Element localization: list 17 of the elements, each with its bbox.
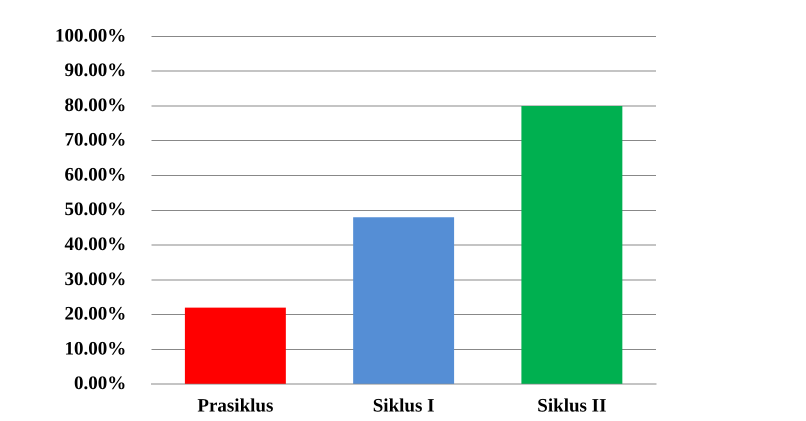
y-tick-label: 100.00% xyxy=(55,25,126,46)
x-tick-label: Siklus I xyxy=(372,396,435,417)
bar xyxy=(353,217,454,384)
y-tick-label: 70.00% xyxy=(64,130,126,151)
y-tick-label: 0.00% xyxy=(74,373,126,394)
bar xyxy=(184,308,286,384)
y-tick-label: 80.00% xyxy=(64,94,126,116)
y-tick-label: 50.00% xyxy=(64,199,126,220)
x-tick-label: Siklus II xyxy=(537,396,606,417)
y-tick-label: 30.00% xyxy=(64,268,126,290)
y-tick-label: 10.00% xyxy=(64,338,126,360)
x-tick-label: Prasiklus xyxy=(197,396,274,417)
y-tick-label: 60.00% xyxy=(64,164,126,186)
y-tick-label: 40.00% xyxy=(64,234,126,255)
y-tick-label: 90.00% xyxy=(64,60,126,82)
y-tick-label: 20.00% xyxy=(64,304,126,325)
bar xyxy=(521,106,622,384)
